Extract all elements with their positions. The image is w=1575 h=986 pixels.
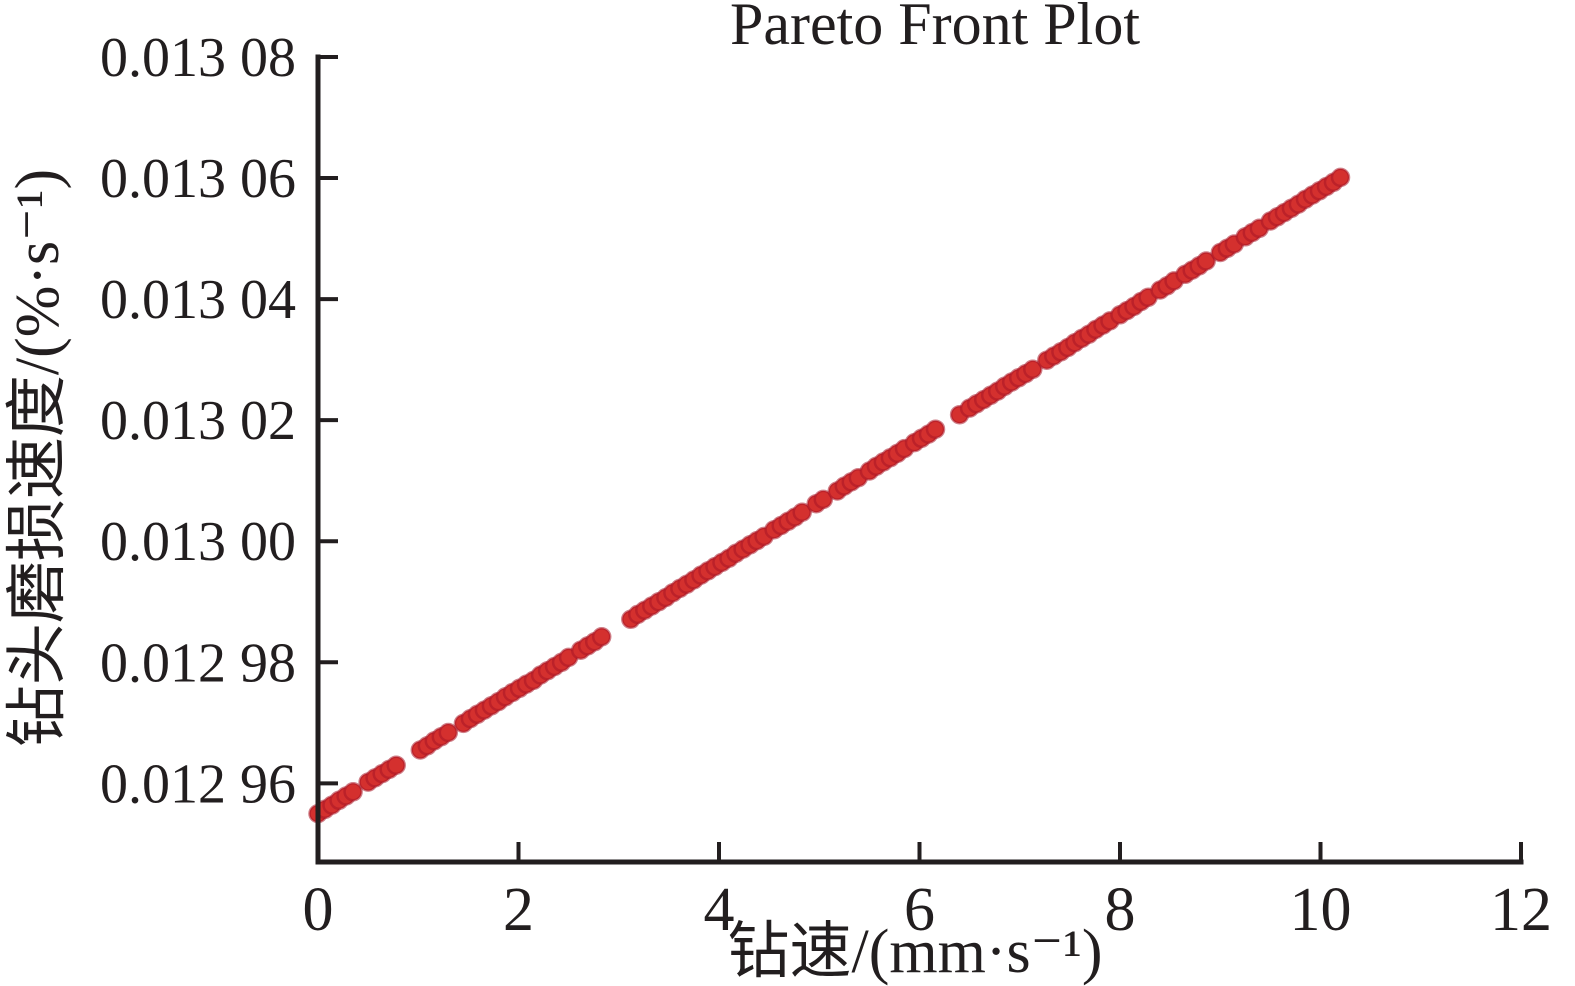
x-tick-label: 8 bbox=[1105, 876, 1136, 944]
data-point bbox=[1330, 167, 1351, 188]
data-point bbox=[792, 502, 812, 522]
y-axis-ticks: 0.012 96 0.012 98 0.013 00 0.013 02 0.013 04… bbox=[100, 27, 338, 815]
y-tick-label: 0.013 06 bbox=[100, 148, 296, 210]
data-point bbox=[813, 489, 834, 510]
y-tick-label: 0.012 96 bbox=[100, 753, 296, 815]
y-tick-label: 0.013 02 bbox=[100, 390, 296, 452]
y-tick-label: 0.013 08 bbox=[100, 27, 296, 89]
x-tick-label: 12 bbox=[1490, 876, 1552, 944]
x-tick-label: 0 bbox=[303, 876, 334, 944]
x-axis-label: 钻速/(mm·s⁻¹) bbox=[727, 918, 1102, 986]
data-point bbox=[386, 755, 406, 775]
data-point bbox=[343, 782, 363, 802]
y-tick-label: 0.013 04 bbox=[100, 269, 296, 331]
y-tick-label: 0.013 00 bbox=[100, 511, 296, 573]
scatter-points bbox=[308, 167, 1351, 824]
x-tick-label: 4 bbox=[704, 876, 735, 944]
y-tick-label: 0.012 98 bbox=[100, 632, 296, 694]
x-tick-label: 10 bbox=[1290, 876, 1352, 944]
data-point bbox=[925, 419, 946, 439]
chart-title: Pareto Front Plot bbox=[730, 0, 1140, 57]
data-point bbox=[438, 722, 459, 743]
data-point bbox=[1196, 251, 1216, 271]
data-point bbox=[1023, 359, 1043, 380]
x-tick-label: 6 bbox=[904, 876, 935, 944]
x-tick-label: 2 bbox=[503, 876, 534, 944]
y-axis-label: 钻头磨损速度/(%·s⁻¹) bbox=[4, 169, 72, 747]
x-axis-ticks: 0 2 4 6 8 10 12 bbox=[303, 842, 1552, 944]
data-point bbox=[591, 627, 612, 647]
